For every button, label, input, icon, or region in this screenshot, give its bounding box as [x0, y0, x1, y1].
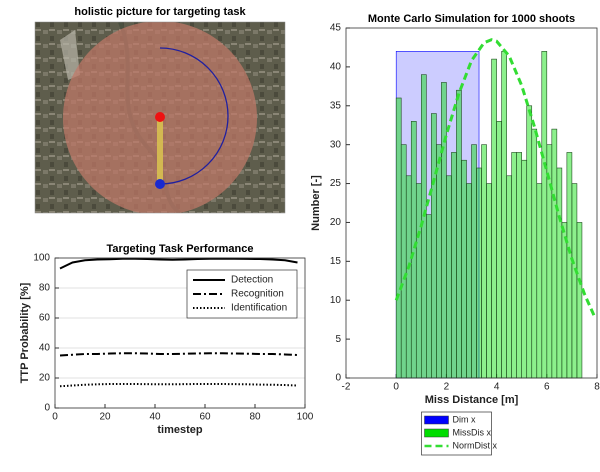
histogram-bar: [426, 215, 431, 378]
histogram-bar: [401, 145, 406, 378]
legend-swatch: [425, 429, 449, 437]
histogram-bar: [512, 152, 517, 378]
histogram-bar: [472, 145, 477, 378]
y-tick-label: 20: [39, 373, 51, 384]
figure: holistic picture for targeting task 0204…: [0, 0, 600, 467]
histogram-bar: [502, 51, 507, 378]
histogram-bar: [542, 51, 547, 378]
x-tick-label: 80: [249, 412, 261, 423]
histogram-bar: [436, 145, 441, 378]
x-tick-label: 4: [494, 382, 500, 393]
map-image: [35, 21, 285, 215]
histogram-bar: [431, 114, 436, 378]
image-title: holistic picture for targeting task: [74, 6, 246, 18]
y-tick-label: 10: [330, 295, 342, 306]
histogram-bar: [522, 160, 527, 378]
y-tick-label: 100: [33, 253, 50, 264]
legend-label: NormDist x: [453, 440, 498, 450]
y-axis-label: TTP Probability [%]: [19, 282, 31, 383]
histogram-bar: [547, 145, 552, 378]
x-axis-label: Miss Distance [m]: [425, 394, 519, 406]
histogram-bar: [411, 121, 416, 378]
y-tick-label: 5: [335, 334, 341, 345]
histogram-bar: [482, 145, 487, 378]
y-tick-label: 45: [330, 23, 342, 34]
x-tick-label: -2: [342, 382, 351, 393]
histogram-bar: [441, 82, 446, 378]
legend-label: Identification: [231, 303, 287, 314]
y-tick-label: 60: [39, 313, 51, 324]
histogram-bar: [406, 176, 411, 378]
y-tick-label: 15: [330, 256, 342, 267]
histogram-bar: [492, 59, 497, 378]
x-tick-label: 0: [52, 412, 58, 423]
histogram-bar: [567, 152, 572, 378]
histogram-bar: [451, 152, 456, 378]
histogram-bar: [497, 121, 502, 378]
legend-swatch: [425, 416, 449, 424]
x-tick-label: 100: [297, 412, 314, 423]
y-tick-label: 0: [44, 403, 50, 414]
y-tick-label: 25: [330, 178, 342, 189]
legend-label: Detection: [231, 275, 273, 286]
legend-label: Dim x: [453, 414, 476, 424]
histogram-bar: [456, 90, 461, 378]
histogram-bar: [466, 184, 471, 378]
histogram-bar: [527, 106, 532, 378]
histogram-bar: [572, 184, 577, 378]
histogram-bar: [532, 129, 537, 378]
histogram-bar: [487, 184, 492, 378]
x-tick-label: 6: [544, 382, 550, 393]
histogram-bar: [396, 98, 401, 378]
y-axis-label: Number [-]: [310, 175, 322, 231]
x-tick-label: 60: [199, 412, 211, 423]
histogram-bar: [517, 152, 522, 378]
y-tick-label: 0: [335, 373, 341, 384]
histogram-bar: [477, 168, 482, 378]
y-tick-label: 30: [330, 139, 342, 150]
histogram-bar: [557, 168, 562, 378]
histogram-bar: [416, 184, 421, 378]
histogram-bar: [577, 222, 582, 378]
histogram-bar: [507, 176, 512, 378]
y-tick-label: 80: [39, 283, 51, 294]
x-tick-label: 0: [393, 382, 399, 393]
y-tick-label: 40: [39, 343, 51, 354]
x-axis-label: timestep: [157, 424, 203, 436]
histogram-bar: [461, 160, 466, 378]
histogram-bar: [552, 129, 557, 378]
x-tick-label: 8: [594, 382, 600, 393]
histogram-bar: [562, 222, 567, 378]
histogram-bar: [446, 176, 451, 378]
y-tick-label: 40: [330, 62, 342, 73]
x-tick-label: 20: [99, 412, 111, 423]
histogram-bar: [537, 184, 542, 378]
chart-title: Monte Carlo Simulation for 1000 shoots: [368, 13, 575, 25]
legend-label: Recognition: [231, 289, 284, 300]
legend-label: MissDis x: [453, 427, 492, 437]
y-tick-label: 35: [330, 100, 342, 111]
x-tick-label: 40: [149, 412, 161, 423]
chart-title: Targeting Task Performance: [107, 243, 254, 255]
x-tick-label: 2: [444, 382, 450, 393]
y-tick-label: 20: [330, 217, 342, 228]
